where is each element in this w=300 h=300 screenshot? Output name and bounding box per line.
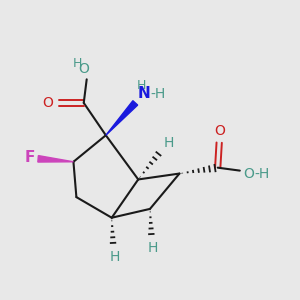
Text: O: O (243, 167, 254, 181)
Text: O: O (214, 124, 225, 138)
Text: N: N (138, 85, 150, 100)
Text: H: H (73, 58, 83, 70)
Text: -H: -H (151, 87, 166, 101)
Polygon shape (38, 156, 74, 162)
Text: F: F (25, 150, 35, 165)
Text: -H: -H (254, 167, 269, 181)
Text: H: H (137, 79, 146, 92)
Text: H: H (148, 241, 158, 255)
Text: H: H (163, 136, 174, 150)
Text: O: O (78, 62, 89, 76)
Text: O: O (42, 96, 53, 110)
Polygon shape (106, 101, 138, 135)
Text: H: H (110, 250, 120, 264)
